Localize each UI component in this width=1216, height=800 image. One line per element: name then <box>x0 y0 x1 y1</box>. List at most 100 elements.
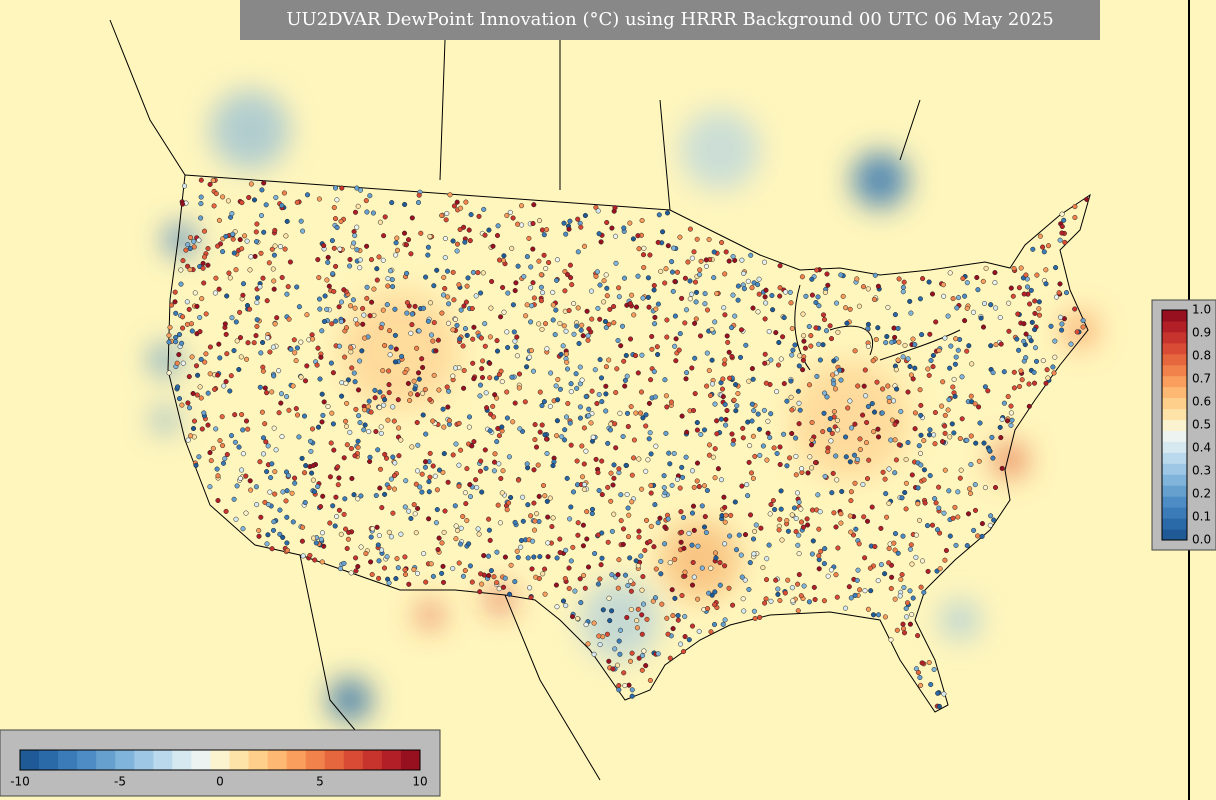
station-dot <box>245 340 251 346</box>
station-dot <box>460 573 466 579</box>
station-dot <box>379 547 385 553</box>
station-dot <box>618 518 624 524</box>
station-dot <box>436 387 442 393</box>
station-dot <box>420 305 427 311</box>
station-dot <box>524 302 530 308</box>
station-dot <box>895 357 901 363</box>
station-dot <box>525 502 531 508</box>
station-dot <box>746 459 752 465</box>
station-dot <box>765 430 771 436</box>
station-dot <box>797 407 803 413</box>
station-dot <box>804 516 810 522</box>
station-dot <box>446 301 452 307</box>
station-dot <box>800 311 806 317</box>
station-dot <box>185 400 191 406</box>
station-dot <box>267 349 273 355</box>
station-dot <box>481 553 487 559</box>
station-dot <box>901 630 908 636</box>
station-dot <box>288 346 294 352</box>
station-dot <box>985 388 991 394</box>
station-dot <box>691 484 697 490</box>
station-dot <box>479 489 485 495</box>
station-dot <box>657 515 663 521</box>
station-dot <box>440 406 446 412</box>
station-dot <box>777 516 783 522</box>
station-dot <box>756 291 762 297</box>
station-dot <box>540 482 547 489</box>
station-dot <box>450 565 456 572</box>
station-dot <box>180 314 186 320</box>
station-dot <box>277 507 283 513</box>
station-dot <box>465 275 471 281</box>
station-dot <box>706 236 712 243</box>
station-dot <box>831 358 837 364</box>
station-dot <box>1056 290 1062 296</box>
station-dot <box>271 278 277 284</box>
colorbar-swatch <box>1162 496 1187 508</box>
station-dot <box>337 246 343 252</box>
station-dot <box>575 249 581 255</box>
station-dot <box>672 278 678 285</box>
station-dot <box>767 434 773 441</box>
station-dot <box>517 426 523 432</box>
station-dot <box>781 315 787 321</box>
station-dot <box>616 638 622 644</box>
station-dot <box>205 390 211 396</box>
station-dot <box>341 287 347 293</box>
station-dot <box>310 336 316 342</box>
station-dot <box>441 529 447 535</box>
station-dot <box>651 544 657 550</box>
station-dot <box>605 440 611 446</box>
station-dot <box>339 393 345 399</box>
station-dot <box>1008 285 1014 291</box>
station-dot <box>1041 249 1047 255</box>
station-dot <box>1045 243 1052 249</box>
station-dot <box>816 553 822 559</box>
station-dot <box>635 370 641 376</box>
station-dot <box>789 325 795 332</box>
station-dot <box>979 521 985 527</box>
station-dot <box>669 269 676 275</box>
station-dot <box>593 456 599 462</box>
station-dot <box>598 562 604 568</box>
station-dot <box>962 293 968 299</box>
station-dot <box>483 465 489 471</box>
station-dot <box>825 282 831 288</box>
station-dot <box>620 541 626 547</box>
station-dot <box>270 266 276 272</box>
station-dot <box>848 529 854 535</box>
station-dot <box>213 426 219 432</box>
station-dot <box>1026 381 1032 387</box>
station-dot <box>264 298 270 304</box>
station-dot <box>635 273 641 279</box>
station-dot <box>721 494 727 500</box>
station-dot <box>194 392 200 398</box>
station-dot <box>362 407 368 413</box>
station-dot <box>530 220 536 227</box>
station-dot <box>809 437 815 443</box>
station-dot <box>648 523 654 529</box>
station-dot <box>907 546 913 552</box>
station-dot <box>683 454 689 460</box>
station-dot <box>930 352 936 359</box>
station-dot <box>545 514 551 520</box>
station-dot <box>509 374 515 380</box>
station-dot <box>694 427 700 433</box>
station-dot <box>229 211 235 217</box>
station-dot <box>516 385 522 391</box>
station-dot <box>641 648 647 654</box>
station-dot <box>693 316 699 322</box>
station-dot <box>189 328 195 334</box>
station-dot <box>201 254 208 260</box>
station-dot <box>1018 265 1024 271</box>
station-dot <box>453 536 459 542</box>
station-dot <box>309 332 315 338</box>
station-dot <box>682 634 688 640</box>
station-dot <box>240 451 246 457</box>
station-dot <box>875 612 882 618</box>
station-dot <box>964 543 970 549</box>
station-dot <box>789 352 795 358</box>
colorbar-swatch <box>210 750 231 770</box>
station-dot <box>602 318 608 325</box>
station-dot <box>793 515 799 522</box>
